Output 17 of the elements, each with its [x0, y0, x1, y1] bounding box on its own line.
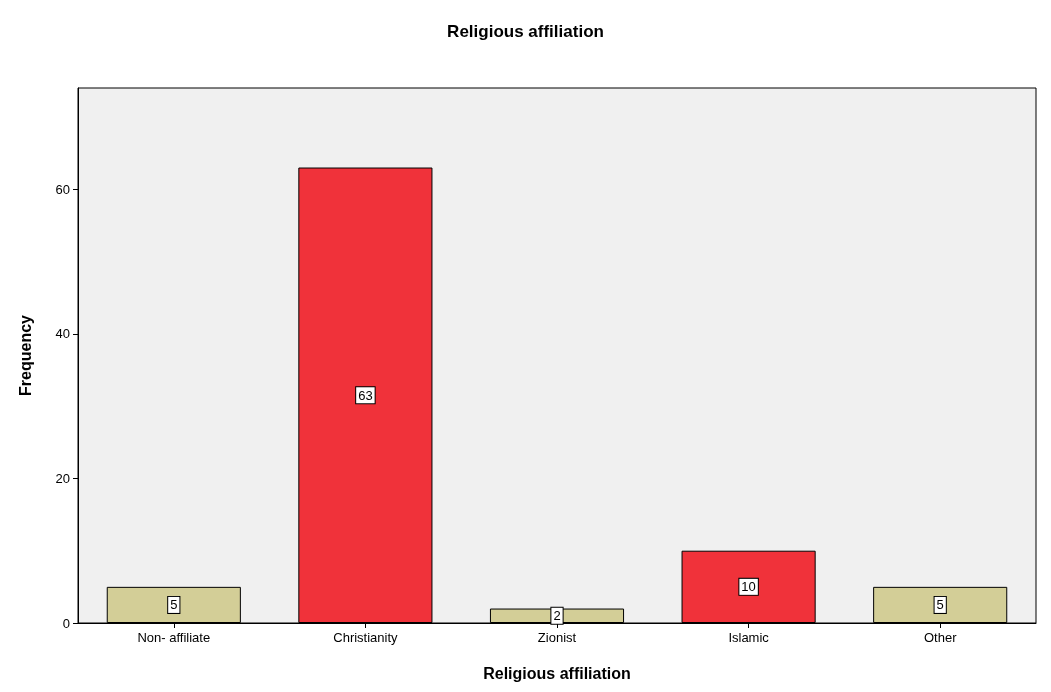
data-label: 63: [358, 387, 373, 403]
data-label: 5: [936, 597, 944, 613]
x-tick-label: Non- affiliate: [137, 630, 211, 645]
data-label: 10: [741, 579, 756, 595]
y-axis-title: Frequency: [16, 314, 34, 396]
x-axis-title: Religious affiliation: [483, 664, 631, 682]
x-tick-label: Christianity: [333, 630, 399, 645]
y-tick-label: 40: [55, 326, 70, 342]
chart-title: Religious affiliation: [447, 22, 604, 41]
y-tick-label: 0: [62, 615, 70, 631]
x-tick-label: Zionist: [537, 630, 577, 645]
data-label: 2: [553, 608, 561, 624]
x-tick-label: Other: [923, 630, 958, 645]
y-tick-label: 20: [55, 470, 70, 486]
data-label: 5: [170, 597, 178, 613]
y-tick-label: 60: [55, 181, 70, 197]
x-tick-label: Islamic: [728, 630, 770, 645]
